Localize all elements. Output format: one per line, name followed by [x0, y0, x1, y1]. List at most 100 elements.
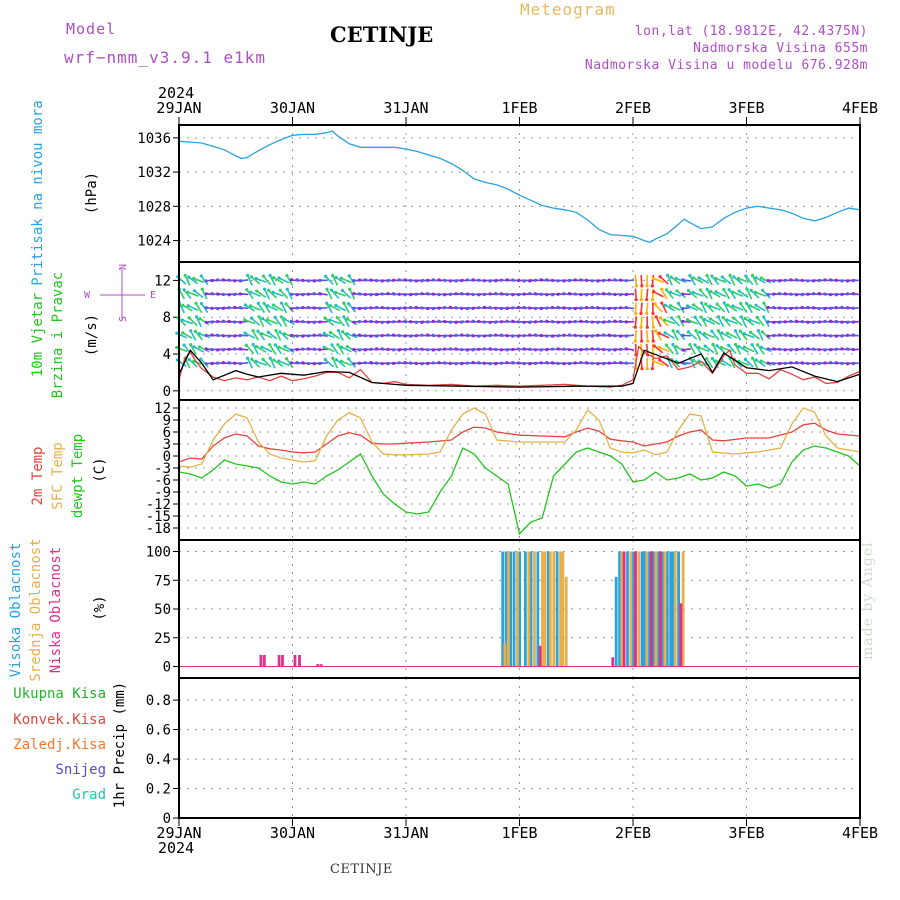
wind-arrow	[645, 302, 649, 314]
wind-arrow-head	[380, 305, 384, 310]
wind-arrow-head	[584, 334, 589, 338]
wind-arrow-head	[652, 344, 656, 348]
wind-arrow	[715, 277, 727, 284]
wind-arrow-head	[727, 343, 731, 347]
wind-arrow-head	[691, 290, 695, 294]
wind-arrow-head	[618, 306, 623, 310]
y-axis-label: Srednja Oblacnost	[28, 538, 44, 681]
bar-cloud-high	[529, 551, 533, 667]
wind-arrow	[341, 346, 352, 353]
wind-arrow-head	[181, 303, 185, 307]
bar-cloud-high	[626, 551, 629, 667]
wind-arrow-head	[823, 333, 827, 337]
wind-arrow-head	[408, 361, 413, 365]
wind-arrow-head	[282, 332, 287, 336]
wind-arrow-head	[613, 292, 617, 297]
wind-arrow	[280, 316, 288, 328]
wind-arrow-head	[369, 334, 373, 338]
wind-arrow-head	[499, 348, 503, 352]
wind-arrow-head	[556, 347, 560, 351]
wind-arrow	[659, 359, 670, 368]
wind-arrow-head	[254, 276, 258, 281]
wind-arrow	[693, 304, 704, 312]
wind-arrow-head	[789, 361, 793, 365]
wind-arrow-head	[329, 288, 333, 292]
wind-arrow-head	[194, 315, 199, 319]
model-name: wrf−nmm_v3.9.1 e1km	[64, 48, 267, 67]
wind-arrow-head	[851, 320, 855, 324]
wind-arrow-head	[772, 347, 776, 351]
wind-arrow	[760, 346, 772, 353]
wind-arrow-head	[442, 278, 447, 282]
wind-arrow-head	[640, 367, 644, 371]
wind-arrow-head	[650, 367, 654, 371]
wind-arrow-head	[624, 334, 628, 338]
wind-arrow	[335, 276, 346, 284]
wind-arrow	[332, 357, 339, 369]
wind-arrow-head	[210, 278, 214, 283]
wind-arrow	[194, 330, 204, 341]
wind-arrow-head	[772, 305, 776, 310]
wind-arrow-head	[192, 276, 196, 281]
wind-arrow-head	[357, 361, 362, 365]
date-label-bottom: 3FEB	[728, 824, 764, 842]
bar-cloud-high	[509, 551, 513, 667]
date-label-bottom: 29JAN	[156, 824, 201, 842]
wind-arrow-head	[403, 319, 407, 323]
wind-arrow-head	[397, 361, 401, 365]
wind-arrow-head	[823, 361, 827, 365]
wind-arrow-head	[539, 278, 543, 282]
wind-arrow-head	[664, 343, 669, 347]
y-axis-label: dewpt Temp	[70, 434, 86, 518]
wind-arrow-head	[268, 343, 272, 347]
precip-legend-item: Konvek.Kisa	[13, 712, 106, 728]
wind-arrow-head	[204, 362, 208, 366]
y-tick-label: 8	[163, 310, 171, 326]
wind-arrow	[189, 330, 197, 341]
wind-arrow-head	[522, 347, 526, 351]
wind-arrow-head	[199, 357, 203, 361]
wind-arrow	[346, 318, 358, 326]
wind-arrow-head	[528, 347, 532, 351]
wind-arrow-head	[817, 278, 821, 283]
wind-arrow-head	[590, 305, 594, 310]
wind-arrow-head	[448, 292, 452, 296]
y-tick-label: 6	[163, 425, 171, 441]
bar-cloud-low	[293, 655, 297, 667]
wind-arrow	[336, 317, 345, 327]
wind-arrow-head	[335, 315, 339, 320]
wind-arrow-head	[511, 278, 515, 282]
wind-arrow	[732, 291, 744, 298]
wind-arrow	[286, 275, 294, 286]
y-tick-label: 1028	[137, 199, 171, 215]
wind-arrow-head	[233, 347, 237, 351]
wind-arrow-head	[688, 343, 692, 347]
wind-arrow-head	[221, 306, 225, 310]
wind-arrow-head	[596, 306, 600, 310]
wind-arrow-head	[312, 320, 316, 324]
wind-arrow	[671, 317, 681, 327]
wind-arrow-head	[694, 328, 698, 333]
wind-arrow	[670, 276, 681, 285]
wind-arrow-head	[262, 301, 266, 305]
wind-arrow-head	[663, 303, 667, 307]
date-label-top: 3FEB	[728, 99, 764, 117]
wind-arrow-head	[238, 279, 242, 283]
wind-arrow-head	[601, 347, 606, 352]
wind-arrow	[664, 319, 676, 325]
wind-arrow-head	[431, 319, 435, 323]
wind-arrow	[252, 330, 259, 341]
wind-arrow-head	[374, 334, 379, 338]
wind-arrow-head	[783, 348, 787, 352]
wind-arrow-head	[312, 347, 316, 351]
bar-cloud-high	[523, 551, 527, 667]
wind-arrow-head	[374, 305, 379, 310]
wind-arrow	[721, 276, 732, 285]
bar-cloud-low	[649, 551, 653, 667]
wind-arrow-head	[789, 319, 793, 323]
wind-arrow-head	[601, 333, 606, 337]
y-unit-label: (C)	[92, 457, 108, 482]
bar-cloud-high	[536, 551, 540, 667]
bar-cloud-mid	[654, 551, 658, 667]
wind-arrow	[704, 332, 716, 339]
